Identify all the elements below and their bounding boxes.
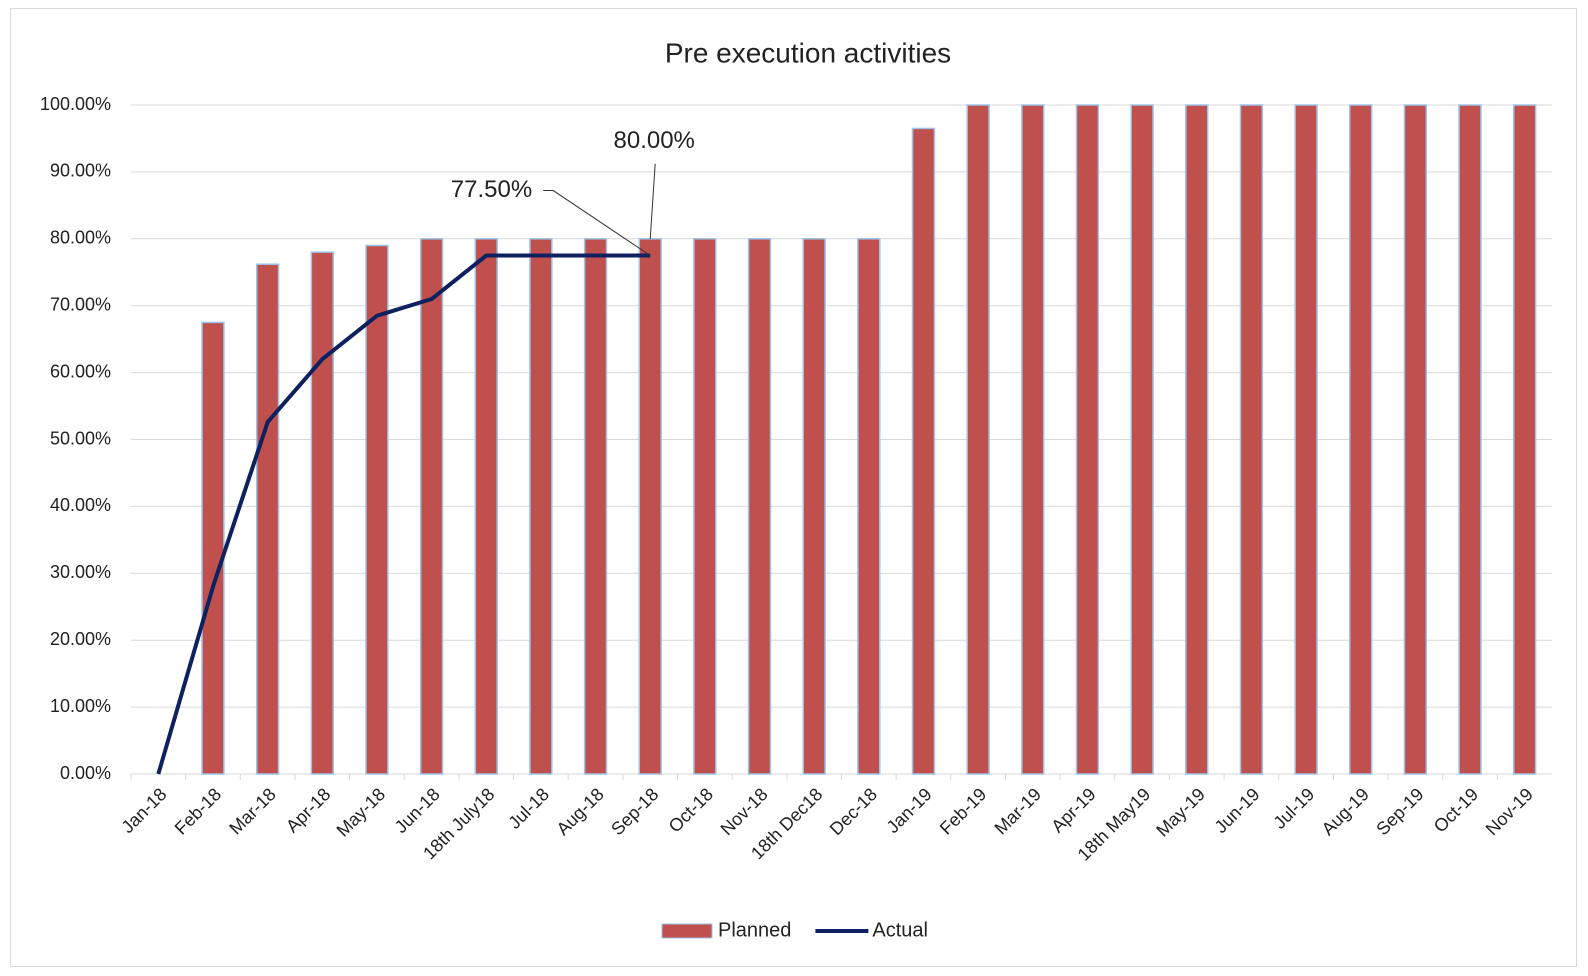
bar — [529, 238, 553, 775]
bar — [1239, 104, 1264, 775]
bar — [693, 238, 717, 775]
data-label: 77.50% — [451, 176, 532, 203]
y-tick-label: 90.00% — [50, 161, 111, 181]
bar — [1075, 104, 1100, 775]
bar — [966, 104, 990, 775]
y-tick-label: 40.00% — [50, 495, 111, 515]
y-tick-label: 30.00% — [50, 562, 111, 582]
bar — [201, 321, 225, 775]
bar — [911, 127, 936, 775]
bar — [638, 238, 662, 775]
y-tick-label: 10.00% — [50, 696, 111, 716]
bar — [365, 244, 389, 775]
legend-label: Actual — [872, 919, 928, 941]
y-tick-label: 0.00% — [60, 763, 111, 783]
legend-swatch — [661, 923, 713, 939]
bar — [1021, 104, 1045, 775]
bar — [1130, 104, 1154, 775]
bar — [802, 238, 826, 775]
bar — [310, 251, 334, 775]
y-tick-label: 20.00% — [50, 629, 111, 649]
y-tick-label: 70.00% — [50, 294, 111, 314]
line — [156, 253, 651, 775]
y-tick-label: 80.00% — [50, 228, 111, 248]
leader-line — [543, 190, 651, 256]
data-label: 80.00% — [614, 127, 695, 154]
bar — [1403, 104, 1428, 775]
bar — [474, 238, 498, 775]
bar — [857, 238, 881, 775]
y-tick-label: 100.00% — [40, 94, 111, 114]
y-tick-label: 50.00% — [50, 428, 111, 448]
leader-line — [649, 163, 656, 239]
bar — [1349, 104, 1373, 775]
bar — [583, 238, 608, 775]
bar — [747, 238, 772, 775]
bar — [1458, 104, 1482, 775]
bar — [1185, 104, 1209, 775]
legend-label: Planned — [718, 919, 791, 941]
chart-title: Pre execution activities — [665, 37, 951, 68]
y-tick-label: 60.00% — [50, 361, 111, 381]
bar — [419, 238, 444, 775]
bar — [1294, 104, 1318, 775]
bar — [1512, 104, 1537, 775]
bar — [255, 263, 280, 775]
